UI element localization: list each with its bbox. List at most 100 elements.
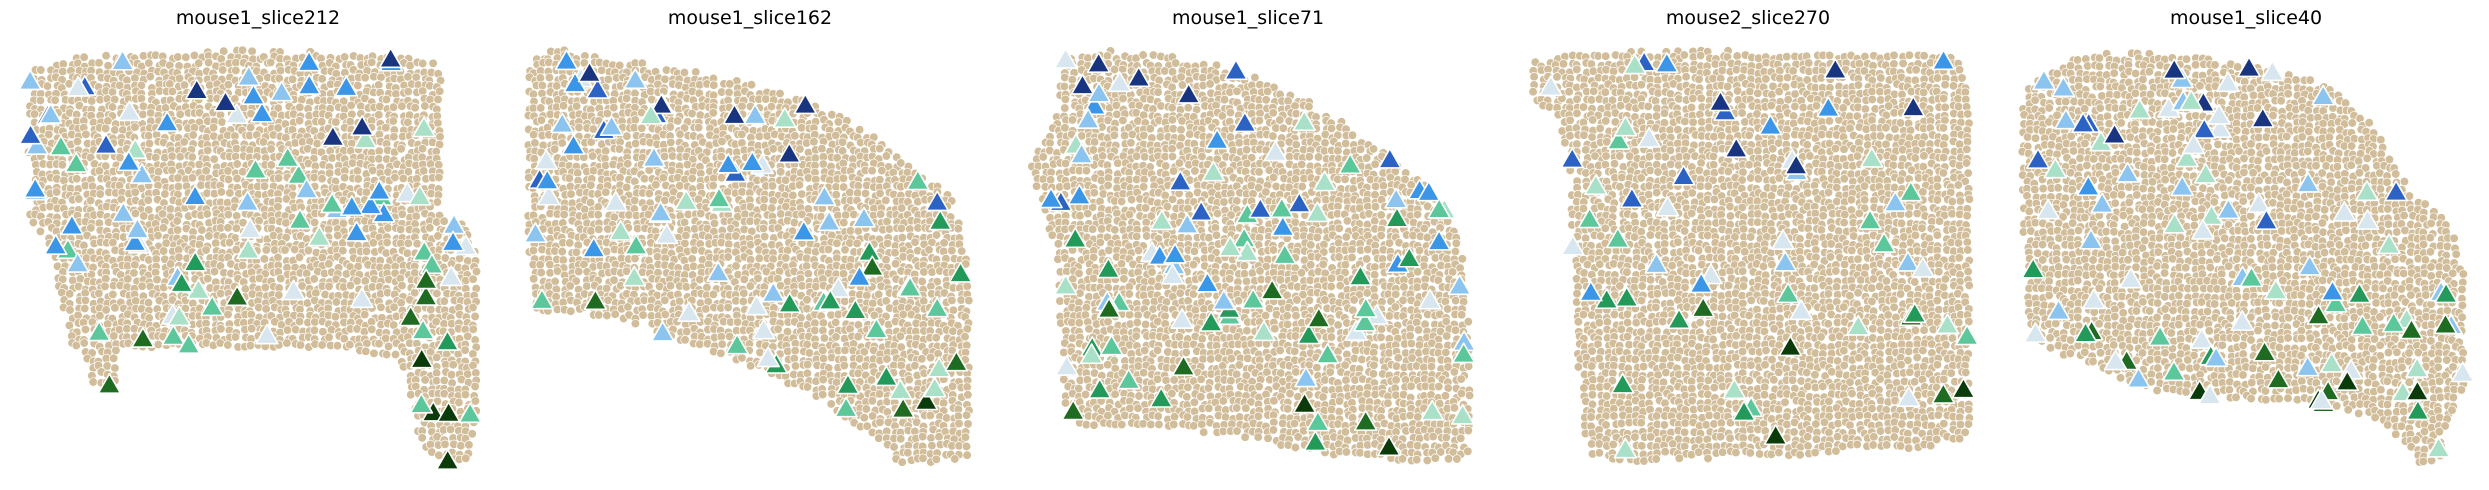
background-cell xyxy=(801,261,812,271)
background-cell xyxy=(181,52,191,62)
background-cell xyxy=(139,211,149,221)
background-cell xyxy=(875,143,885,154)
background-cell xyxy=(917,354,927,364)
background-cell xyxy=(852,238,862,249)
background-cell xyxy=(794,180,805,190)
background-cell xyxy=(536,103,546,113)
background-cell xyxy=(630,115,640,125)
background-cell xyxy=(446,370,457,380)
background-cell xyxy=(109,331,119,341)
background-cell xyxy=(875,175,885,185)
background-cell xyxy=(867,166,877,176)
background-cell xyxy=(439,375,449,386)
background-cell xyxy=(758,223,769,234)
background-cell xyxy=(397,101,407,111)
panel-title: mouse1_slice212 xyxy=(176,7,340,29)
background-cell xyxy=(224,237,235,248)
background-cell xyxy=(603,74,613,85)
background-cell xyxy=(433,94,443,105)
background-cell xyxy=(963,390,973,400)
background-cell xyxy=(72,136,83,147)
background-cell xyxy=(839,217,849,228)
background-cell xyxy=(802,359,813,370)
background-cell xyxy=(428,58,438,68)
background-cell xyxy=(566,189,576,199)
background-cell xyxy=(360,73,370,83)
background-cell xyxy=(123,274,133,284)
background-cell xyxy=(388,102,399,112)
background-cell xyxy=(961,410,972,420)
background-cell xyxy=(775,88,785,99)
background-cell xyxy=(368,165,378,176)
background-cell xyxy=(723,252,733,262)
background-cell xyxy=(167,86,178,97)
background-cell xyxy=(665,281,676,291)
background-cell xyxy=(832,238,842,248)
background-cell xyxy=(667,151,678,161)
background-cell xyxy=(674,296,685,306)
background-cell xyxy=(254,216,264,226)
background-cell xyxy=(717,339,727,349)
background-cell xyxy=(107,102,118,112)
background-cell xyxy=(144,138,155,149)
background-cell xyxy=(101,51,111,61)
background-cell xyxy=(621,93,632,104)
background-cell xyxy=(565,181,576,192)
background-cell xyxy=(42,81,53,91)
background-cell xyxy=(962,450,972,460)
background-cell xyxy=(374,110,384,120)
background-cell xyxy=(80,295,91,306)
background-cell xyxy=(187,152,197,162)
background-cell xyxy=(862,290,872,301)
background-cell xyxy=(388,116,398,126)
background-cell xyxy=(961,441,972,452)
background-cell xyxy=(725,79,735,89)
background-cell xyxy=(948,326,958,336)
background-cell xyxy=(574,266,584,277)
background-cell xyxy=(353,80,363,91)
background-cell xyxy=(638,310,648,320)
background-cell xyxy=(536,267,546,278)
background-cell xyxy=(143,195,153,205)
background-cell xyxy=(294,316,305,327)
background-cell xyxy=(172,225,183,235)
background-cell xyxy=(573,168,583,178)
background-cell xyxy=(390,349,401,360)
background-cell xyxy=(840,345,850,355)
background-cell xyxy=(898,309,908,320)
background-cell xyxy=(197,225,207,235)
background-cell xyxy=(435,132,445,142)
background-cell xyxy=(895,331,906,341)
background-cell xyxy=(130,260,140,270)
background-cell xyxy=(59,175,69,186)
background-cell xyxy=(565,238,575,248)
background-cell xyxy=(111,345,121,356)
background-cell xyxy=(309,172,319,183)
background-cell xyxy=(754,131,765,141)
background-cell xyxy=(218,65,228,75)
background-cell xyxy=(110,125,120,135)
background-cell xyxy=(869,310,880,320)
background-cell xyxy=(194,58,204,68)
background-cell xyxy=(290,324,301,335)
background-cell xyxy=(737,101,747,111)
background-cell xyxy=(896,434,906,444)
background-cell xyxy=(282,325,293,335)
background-cell xyxy=(203,145,213,156)
background-cell xyxy=(868,298,878,308)
background-cell xyxy=(331,297,342,307)
background-cell xyxy=(247,323,257,334)
background-cell xyxy=(434,450,444,460)
background-cell xyxy=(432,288,442,299)
background-cell xyxy=(432,352,442,363)
background-cell xyxy=(397,280,407,291)
background-cell xyxy=(74,194,84,204)
background-cell xyxy=(273,252,283,263)
background-cell xyxy=(768,144,778,154)
background-cell xyxy=(87,96,97,106)
background-cell xyxy=(831,332,841,342)
background-cell xyxy=(231,245,241,255)
background-cell xyxy=(602,310,612,321)
background-cell xyxy=(290,244,300,255)
background-cell xyxy=(391,89,401,99)
